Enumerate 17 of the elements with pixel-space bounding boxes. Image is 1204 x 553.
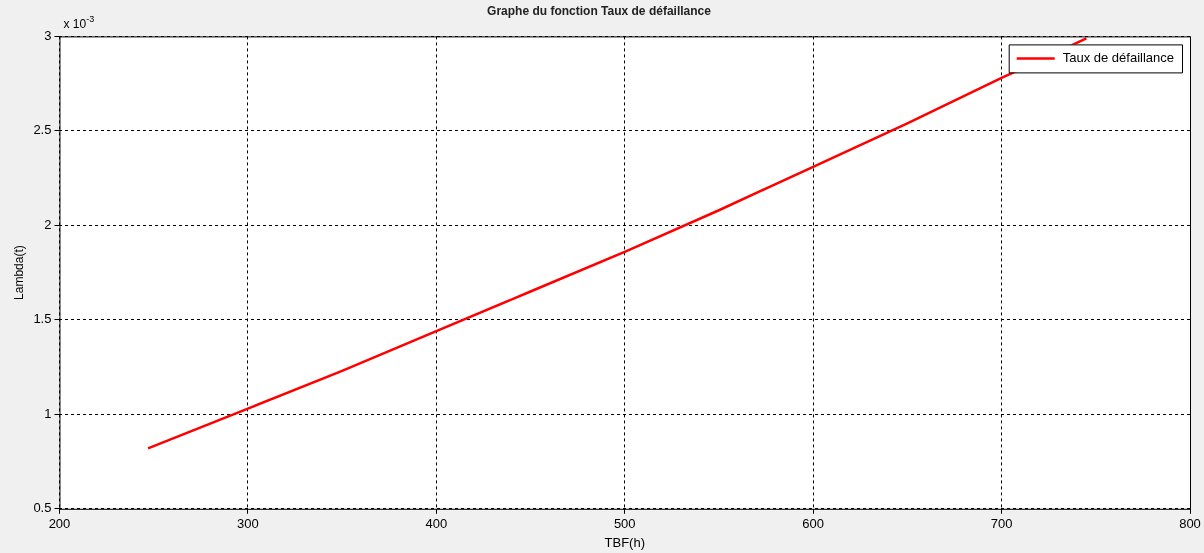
x-tick-label: 500 — [613, 516, 636, 532]
y-tick-label: 0.5 — [33, 500, 52, 516]
y-tick-label: 2.5 — [33, 122, 52, 138]
legend-label: Taux de défaillance — [1062, 49, 1175, 65]
y-tick-label: 2 — [44, 216, 52, 232]
x-tick-label: 600 — [802, 516, 825, 532]
x-axis-title: TBF(h) — [604, 534, 645, 550]
y-tick-label: 1 — [44, 405, 52, 421]
x-tick-label: 700 — [990, 516, 1013, 532]
x-tick-label: 300 — [237, 516, 259, 532]
x-tick-label: 800 — [1179, 516, 1201, 532]
y-axis-title: Lambda(t) — [11, 245, 26, 300]
x-tick-label: 400 — [425, 516, 448, 532]
y-tick-label: 3 — [44, 27, 52, 43]
y-tick-label: 1.5 — [33, 311, 52, 327]
x-tick-label: 200 — [48, 516, 71, 532]
chart-title: Graphe du fonction Taux de défaillance — [487, 3, 712, 18]
